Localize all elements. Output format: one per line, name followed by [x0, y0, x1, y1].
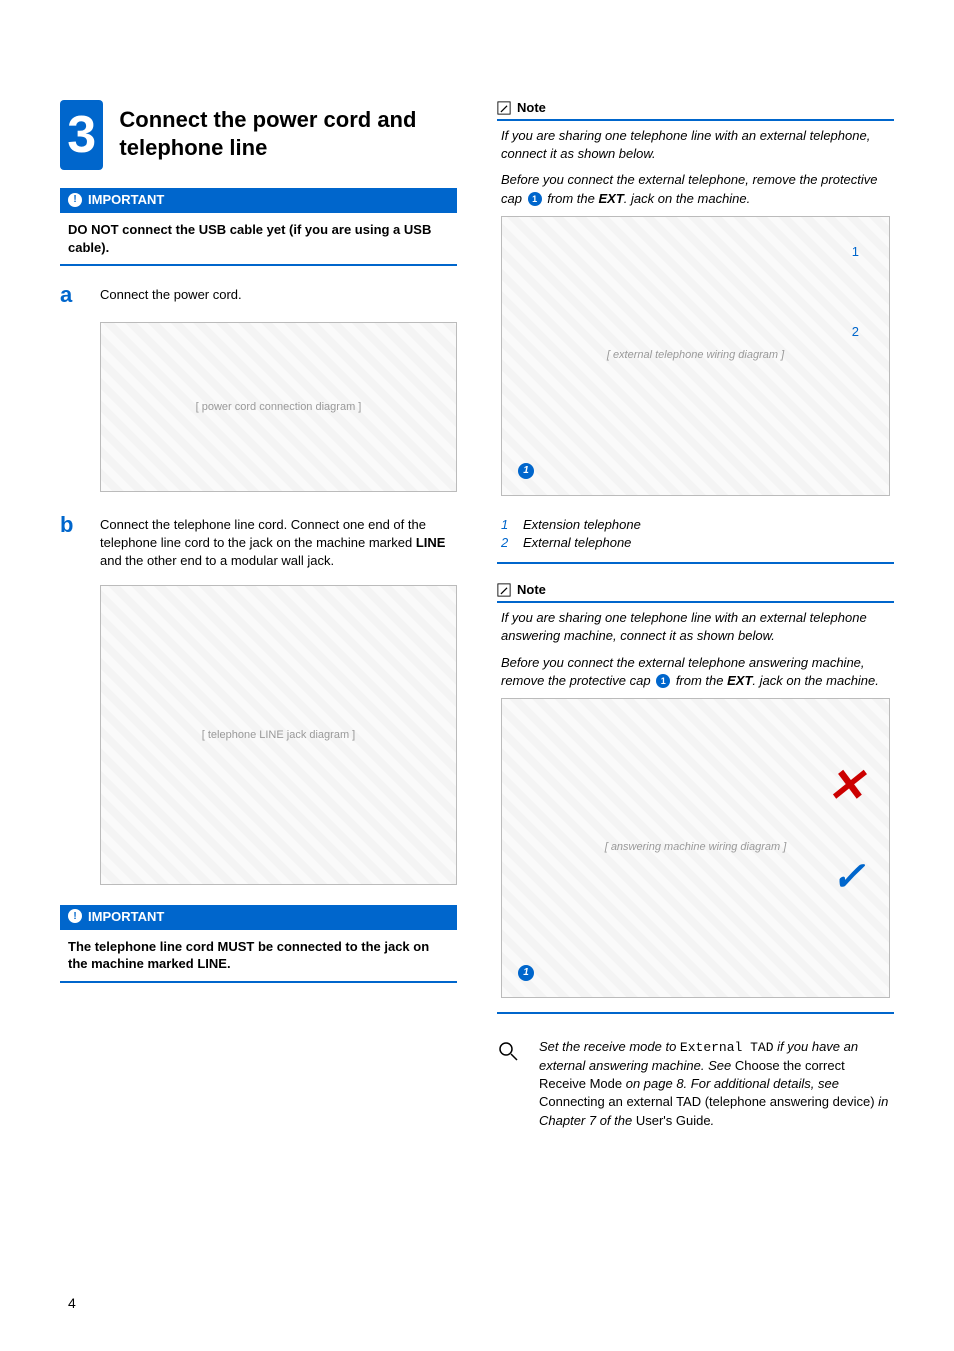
note-box-1: Note If you are sharing one telephone li… — [497, 100, 894, 564]
note-body-1: If you are sharing one telephone line wi… — [497, 127, 894, 564]
check-mark-icon: ✓ — [831, 849, 865, 905]
exclamation-icon: ! — [68, 909, 82, 923]
diagram-line-jack: [ telephone LINE jack diagram ] — [100, 585, 457, 885]
important-title-bar: ! IMPORTANT — [60, 188, 457, 211]
note1-p1: If you are sharing one telephone line wi… — [501, 127, 890, 163]
step-header: 3 Connect the power cord and telephone l… — [60, 100, 457, 170]
note-title-bar: Note — [497, 100, 894, 121]
diagram-label: [ telephone LINE jack diagram ] — [202, 729, 355, 741]
callout-dot-icon: 1 — [518, 463, 534, 479]
note-label: Note — [517, 100, 546, 115]
x-mark-icon: ✕ — [826, 753, 865, 817]
note1-p2: Before you connect the external telephon… — [501, 171, 890, 207]
diagram-external-telephone: [ external telephone wiring diagram ] 1 … — [501, 216, 890, 496]
diagram-label: [ external telephone wiring diagram ] — [607, 348, 784, 363]
note-body-2: If you are sharing one telephone line wi… — [497, 609, 894, 1014]
substep-a: a Connect the power cord. — [60, 282, 457, 308]
note2-p1: If you are sharing one telephone line wi… — [501, 609, 890, 645]
important-title-bar: ! IMPORTANT — [60, 905, 457, 928]
magnifier-icon — [497, 1038, 523, 1130]
step-title: Connect the power cord and telephone lin… — [119, 100, 457, 161]
substep-letter-a: a — [60, 282, 82, 308]
substep-letter-b: b — [60, 512, 82, 571]
pencil-icon — [497, 583, 511, 597]
diagram-power-cord: [ power cord connection diagram ] — [100, 322, 457, 492]
tip-row: Set the receive mode to External TAD if … — [497, 1038, 894, 1130]
substep-text-a: Connect the power cord. — [100, 282, 242, 308]
callout-number-2: 2 — [852, 323, 859, 341]
substep-text-b: Connect the telephone line cord. Connect… — [100, 512, 457, 571]
diagram-answering-machine: [ answering machine wiring diagram ] ✕ ✓… — [501, 698, 890, 998]
legend-text-2: External telephone — [523, 534, 631, 552]
legend-1: 1 Extension telephone 2 External telepho… — [501, 516, 890, 552]
callout-dot-icon: 1 — [528, 192, 542, 206]
diagram-label: [ power cord connection diagram ] — [196, 401, 362, 413]
note2-p2: Before you connect the external telephon… — [501, 654, 890, 690]
legend-text-1: Extension telephone — [523, 516, 641, 534]
tip-text: Set the receive mode to External TAD if … — [539, 1038, 894, 1130]
note-title-bar: Note — [497, 582, 894, 603]
callout-number-1: 1 — [852, 243, 859, 261]
callout-dot-icon: 1 — [518, 965, 534, 981]
diagram-label: [ answering machine wiring diagram ] — [605, 840, 787, 855]
important-label: IMPORTANT — [88, 192, 164, 207]
pencil-icon — [497, 101, 511, 115]
note-box-2: Note If you are sharing one telephone li… — [497, 582, 894, 1014]
page-number: 4 — [68, 1295, 76, 1311]
note-label: Note — [517, 582, 546, 597]
important-label: IMPORTANT — [88, 909, 164, 924]
callout-dot-icon: 1 — [656, 674, 670, 688]
legend-num-1: 1 — [501, 516, 513, 534]
step-number-badge: 3 — [60, 100, 103, 170]
important-box-1: ! IMPORTANT DO NOT connect the USB cable… — [60, 188, 457, 266]
substep-b: b Connect the telephone line cord. Conne… — [60, 512, 457, 571]
important-box-2: ! IMPORTANT The telephone line cord MUST… — [60, 905, 457, 983]
exclamation-icon: ! — [68, 193, 82, 207]
legend-num-2: 2 — [501, 534, 513, 552]
important-body: The telephone line cord MUST be connecte… — [60, 928, 457, 983]
important-body: DO NOT connect the USB cable yet (if you… — [60, 211, 457, 266]
